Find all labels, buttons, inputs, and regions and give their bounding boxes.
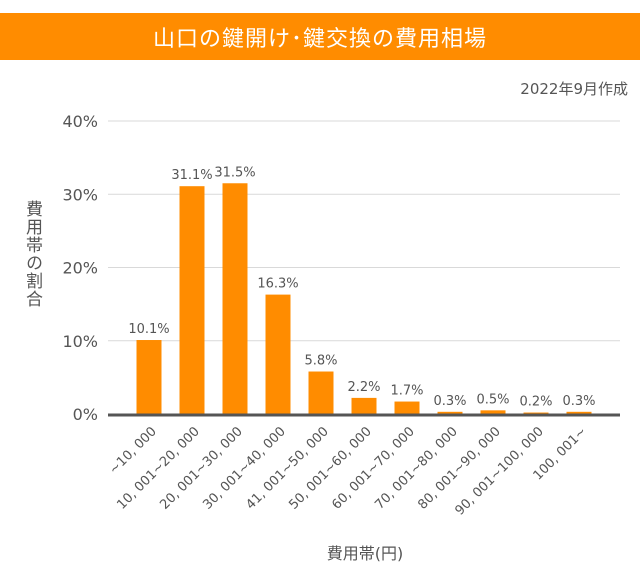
bar <box>523 412 549 414</box>
bar <box>480 410 506 414</box>
x-tick-label: 10, 001~20, 000 <box>114 424 202 512</box>
bar <box>308 371 334 414</box>
x-tick-label: 41, 001~50, 000 <box>243 424 331 512</box>
y-tick-label: 20% <box>62 259 98 278</box>
bar <box>136 340 162 414</box>
data-label: 0.5% <box>476 392 509 407</box>
data-label: 0.3% <box>433 394 466 409</box>
data-label: 31.1% <box>171 168 212 183</box>
data-label: 5.8% <box>304 354 337 369</box>
y-tick-label: 10% <box>62 332 98 351</box>
data-label: 0.3% <box>562 394 595 409</box>
bar <box>265 294 291 414</box>
bar <box>222 183 248 414</box>
chart-title: 山口の鍵開け･鍵交換の費用相場 <box>0 13 640 60</box>
date-label: 2022年9月作成 <box>520 80 628 98</box>
x-tick-label: 80, 001~90, 000 <box>415 424 503 512</box>
x-tick-label: 50, 001~60, 000 <box>286 424 374 512</box>
bar <box>394 401 420 414</box>
x-axis-label: 費用帯(円) <box>326 544 404 563</box>
data-label: 10.1% <box>128 322 169 337</box>
y-tick-label: 40% <box>62 112 98 131</box>
bar <box>351 397 377 414</box>
bar <box>566 411 592 414</box>
y-tick-label: 30% <box>62 185 98 204</box>
bar <box>437 411 463 414</box>
x-tick-label: 20, 001~30, 000 <box>157 424 245 512</box>
data-label: 2.2% <box>347 380 380 395</box>
data-label: 16.3% <box>257 277 298 292</box>
data-label: 0.2% <box>519 395 552 410</box>
data-label: 1.7% <box>390 384 423 399</box>
bar <box>179 186 205 414</box>
data-label: 31.5% <box>214 165 255 180</box>
y-tick-label: 0% <box>73 405 98 424</box>
x-tick-label: 30, 001~40, 000 <box>200 424 288 512</box>
x-tick-label: 60, 001~70, 000 <box>329 424 417 512</box>
y-axis-label: 費用帯の割合 <box>22 200 42 308</box>
x-tick-label: 70, 001~80, 000 <box>372 424 460 512</box>
